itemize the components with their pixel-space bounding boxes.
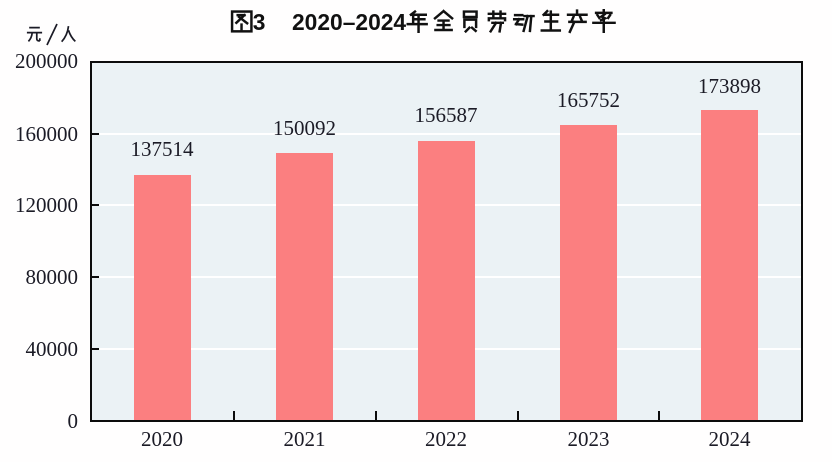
svg-text:3: 3 [253, 9, 266, 35]
svg-text:2020–2024: 2020–2024 [292, 9, 406, 35]
